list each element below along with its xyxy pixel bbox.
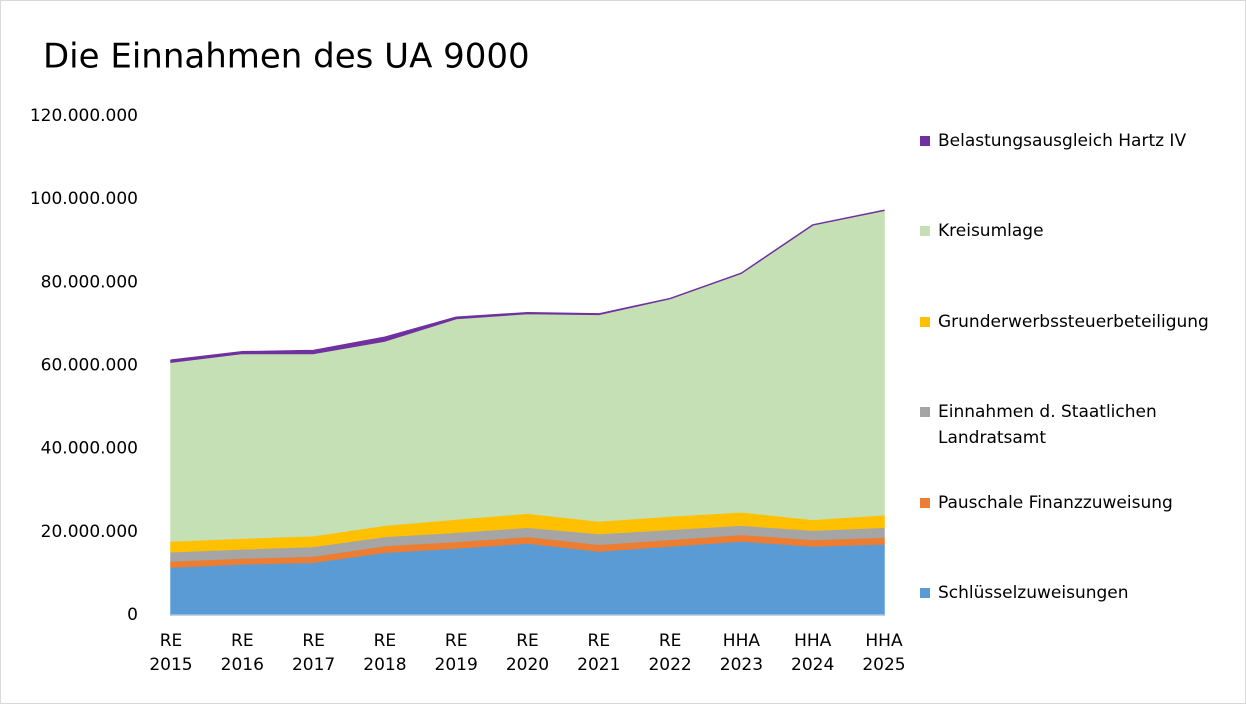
chart-title: Die Einnahmen des UA 9000 bbox=[43, 37, 530, 77]
y-tick-label: 20.000.000 bbox=[41, 522, 138, 542]
legend-swatch bbox=[920, 226, 930, 236]
x-tick-label: RE 2019 bbox=[434, 631, 478, 675]
legend-label: Einnahmen d. Staatlichen Landratsamt bbox=[938, 402, 1157, 448]
y-tick-label: 40.000.000 bbox=[41, 439, 138, 459]
y-tick-label: 120.000.000 bbox=[30, 106, 138, 126]
x-tick-label: RE 2021 bbox=[577, 631, 621, 675]
legend-swatch bbox=[920, 588, 930, 598]
legend-swatch bbox=[920, 317, 930, 327]
legend-swatch bbox=[920, 136, 930, 146]
legend-label: Grunderwerbssteuerbeteiligung bbox=[938, 312, 1209, 332]
legend-label: Belastungsausgleich Hartz IV bbox=[938, 131, 1187, 151]
area bbox=[170, 209, 885, 542]
x-tick-label: RE 2017 bbox=[291, 631, 336, 675]
y-tick-label: 80.000.000 bbox=[41, 272, 138, 292]
x-tick-label: RE 2022 bbox=[648, 631, 692, 675]
x-tick-label: HHA 2023 bbox=[719, 631, 764, 675]
x-tick-label: RE 2020 bbox=[505, 631, 550, 675]
y-tick-label: 0 bbox=[127, 605, 138, 625]
y-tick-label: 100.000.000 bbox=[30, 189, 138, 209]
legend-swatch bbox=[920, 407, 930, 417]
x-tick-label: RE 2018 bbox=[363, 631, 407, 675]
legend-swatch bbox=[920, 498, 930, 508]
area bbox=[170, 209, 885, 363]
legend-label: Kreisumlage bbox=[938, 221, 1044, 241]
legend-label: Schlüsselzuweisungen bbox=[938, 583, 1129, 603]
y-tick-label: 60.000.000 bbox=[41, 356, 138, 376]
x-tick-label: RE 2016 bbox=[220, 631, 264, 675]
legend-label: Pauschale Finanzzuweisung bbox=[938, 493, 1173, 513]
x-tick-label: HHA 2025 bbox=[862, 631, 906, 675]
x-tick-label: HHA 2024 bbox=[791, 631, 835, 675]
x-tick-label: RE 2015 bbox=[149, 631, 193, 675]
